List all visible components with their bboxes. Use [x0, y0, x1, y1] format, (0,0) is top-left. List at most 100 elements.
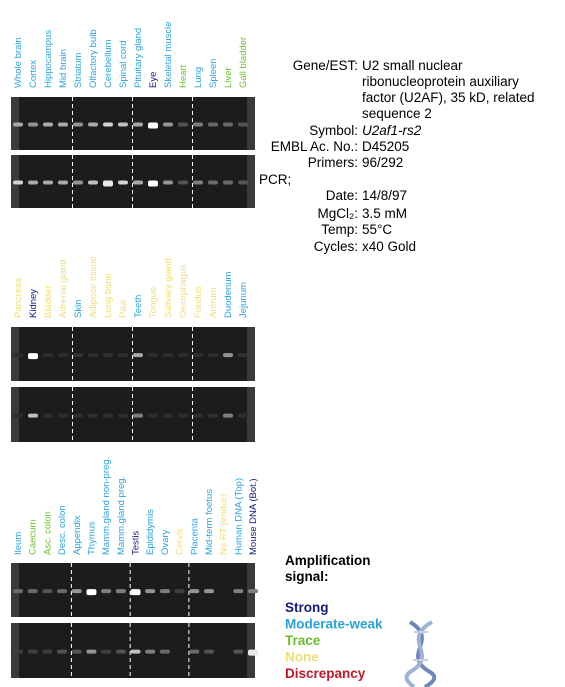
- band: [88, 122, 98, 127]
- band: [238, 122, 248, 127]
- band: [203, 589, 214, 594]
- band: [248, 589, 258, 594]
- legend-title: Amplification: [285, 553, 371, 568]
- band: [223, 122, 233, 127]
- lane-label: Placenta: [189, 517, 200, 555]
- band: [130, 649, 141, 654]
- gel-ladder: [247, 387, 255, 442]
- lane-label: Skeletal muscle: [163, 21, 174, 88]
- info-key: Primers:: [308, 155, 358, 170]
- band: [28, 122, 38, 127]
- band: [148, 122, 158, 129]
- band: [159, 589, 170, 594]
- band: [73, 353, 83, 358]
- band: [57, 589, 68, 594]
- band: [13, 413, 23, 418]
- lane-label: Human DNA (Top): [233, 478, 244, 555]
- lane-label: Whole brain: [13, 37, 24, 88]
- legend-item: Discrepancy: [285, 666, 366, 681]
- band: [118, 180, 128, 185]
- band: [163, 122, 173, 127]
- band: [13, 589, 23, 594]
- info-key: Gene/EST:: [293, 58, 358, 73]
- info-value: 55°C: [362, 222, 392, 237]
- band: [57, 649, 68, 654]
- band: [103, 413, 113, 418]
- band: [163, 353, 173, 358]
- band: [208, 180, 218, 185]
- lane-label: Spleen: [208, 58, 219, 88]
- lane-label: Pancreas: [13, 278, 24, 318]
- band: [88, 180, 98, 185]
- band: [27, 649, 38, 654]
- info-value: 96/292: [362, 155, 403, 170]
- band: [133, 180, 143, 185]
- band: [103, 180, 113, 187]
- info-key: MgCl₂:: [318, 206, 359, 221]
- band: [203, 649, 214, 654]
- band: [148, 353, 158, 358]
- band: [101, 649, 112, 654]
- band: [233, 649, 244, 654]
- info-value: 14/8/97: [362, 188, 407, 203]
- band: [73, 122, 83, 127]
- lane-label: Long bone: [103, 273, 114, 318]
- lane-label: Paw: [118, 299, 129, 318]
- band: [148, 413, 158, 418]
- band: [13, 649, 23, 654]
- band: [101, 589, 112, 594]
- band: [58, 180, 68, 185]
- band: [43, 180, 53, 185]
- band: [148, 180, 158, 187]
- band: [13, 180, 23, 185]
- lane-label: Kidney: [28, 289, 39, 318]
- lane-label: Pituitary gland: [133, 28, 144, 88]
- band: [130, 589, 141, 596]
- band: [193, 180, 203, 185]
- lane-label: Adrenal gland: [58, 259, 69, 318]
- lane-label: Testis: [131, 530, 142, 555]
- band: [88, 353, 98, 358]
- band: [238, 353, 248, 358]
- band: [71, 649, 82, 654]
- lane-label: Striatum: [73, 53, 84, 88]
- gel-ladder: [247, 327, 255, 381]
- info-key: Symbol:: [309, 123, 358, 138]
- band: [178, 353, 188, 358]
- lane-label: Spinal cord: [118, 40, 129, 88]
- band: [118, 353, 128, 358]
- band: [28, 180, 38, 185]
- band: [88, 413, 98, 418]
- band: [58, 413, 68, 418]
- lane-label: Oesophagus: [178, 264, 189, 318]
- info-key: EMBL Ac. No.:: [271, 139, 358, 154]
- band: [178, 413, 188, 418]
- legend-item: Trace: [285, 633, 321, 648]
- lane-label: Bladder: [43, 285, 54, 318]
- band: [238, 413, 248, 418]
- lane-label: Heart: [178, 64, 189, 88]
- lane-label: Mamm.gland preg.: [116, 476, 127, 555]
- lane-label: Mouse DNA (Bot.): [248, 478, 259, 555]
- lane-label: Duodenum: [223, 271, 234, 318]
- info-value: D45205: [362, 139, 409, 154]
- lane-label: Fundus: [193, 286, 204, 318]
- info-value: ribonucleoprotein auxiliary: [362, 74, 519, 89]
- band: [42, 649, 53, 654]
- band: [174, 589, 185, 594]
- lane-label: Ileum: [13, 532, 24, 555]
- band: [163, 180, 173, 185]
- lane-label: Epididymis: [145, 509, 156, 555]
- lane-label: Mamm.gland non-preg.: [101, 457, 112, 555]
- lane-label: Cervix: [175, 528, 186, 555]
- band: [103, 353, 113, 358]
- legend-item: Moderate-weak: [285, 617, 383, 632]
- info-value: sequence 2: [362, 106, 432, 121]
- band: [238, 180, 248, 185]
- band: [223, 353, 233, 358]
- band: [28, 413, 38, 418]
- band: [223, 413, 233, 418]
- band: [13, 122, 23, 127]
- band: [208, 413, 218, 418]
